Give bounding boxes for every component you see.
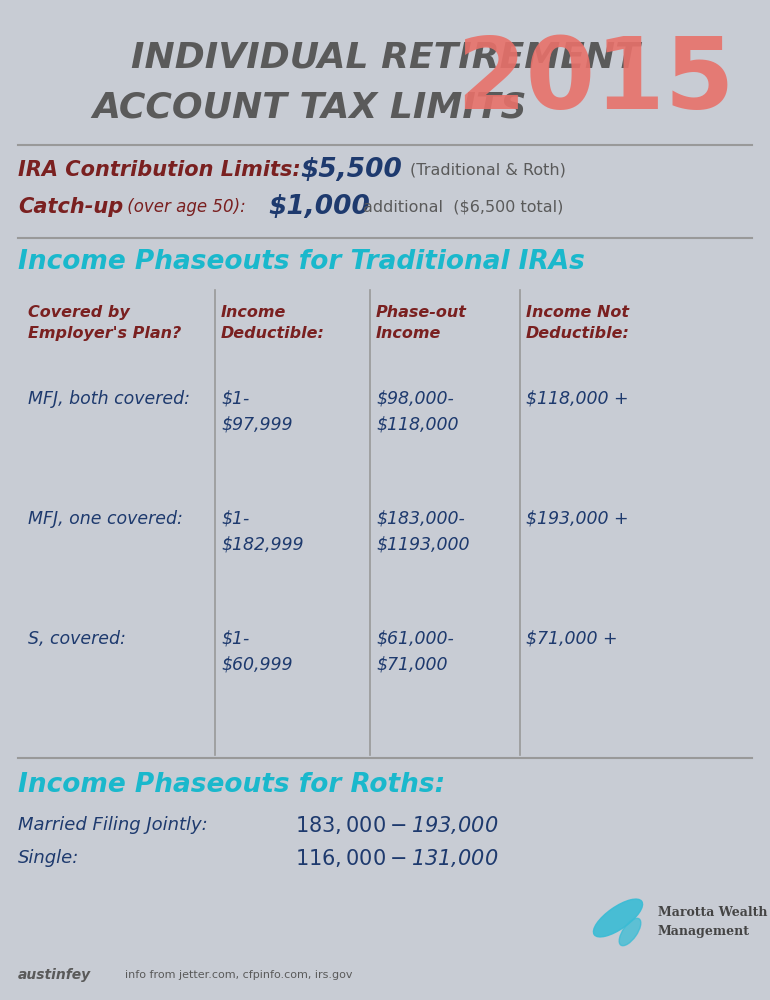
Text: $98,000-
$118,000: $98,000- $118,000 [376,390,458,433]
Text: $71,000 +: $71,000 + [526,630,618,648]
Text: (over age 50):: (over age 50): [122,198,246,216]
Text: Income
Deductible:: Income Deductible: [221,305,325,341]
Text: $1-
$97,999: $1- $97,999 [221,390,293,433]
Text: additional  ($6,500 total): additional ($6,500 total) [363,200,564,215]
Text: $5,500: $5,500 [300,157,402,183]
Text: $61,000-
$71,000: $61,000- $71,000 [376,630,454,673]
Text: (Traditional & Roth): (Traditional & Roth) [410,162,566,178]
Text: 2015: 2015 [457,33,735,130]
Text: MFJ, one covered:: MFJ, one covered: [28,510,183,528]
Text: austinfey: austinfey [18,968,91,982]
Text: Married Filing Jointly:: Married Filing Jointly: [18,816,208,834]
Text: Income Not
Deductible:: Income Not Deductible: [526,305,630,341]
Text: Single:: Single: [18,849,79,867]
Text: S, covered:: S, covered: [28,630,126,648]
Text: MFJ, both covered:: MFJ, both covered: [28,390,190,408]
Text: Management: Management [658,926,750,938]
Text: Income Phaseouts for Roths:: Income Phaseouts for Roths: [18,772,445,798]
Ellipse shape [619,918,641,946]
Text: info from jetter.com, cfpinfo.com, irs.gov: info from jetter.com, cfpinfo.com, irs.g… [125,970,353,980]
Text: $1-
$60,999: $1- $60,999 [221,630,293,673]
Text: $193,000 +: $193,000 + [526,510,628,528]
Text: IRA Contribution Limits:: IRA Contribution Limits: [18,160,301,180]
Text: ACCOUNT TAX LIMITS: ACCOUNT TAX LIMITS [92,91,527,125]
Ellipse shape [594,899,643,937]
Text: $183,000-$193,000: $183,000-$193,000 [295,814,498,836]
Text: Covered by
Employer's Plan?: Covered by Employer's Plan? [28,305,181,341]
Text: INDIVIDUAL RETIREMENT: INDIVIDUAL RETIREMENT [131,41,639,75]
Text: Catch-up: Catch-up [18,197,123,217]
Text: $1,000: $1,000 [268,194,370,220]
Text: Phase-out
Income: Phase-out Income [376,305,467,341]
Text: $183,000-
$1193,000: $183,000- $1193,000 [376,510,470,553]
Text: Income Phaseouts for Traditional IRAs: Income Phaseouts for Traditional IRAs [18,249,585,275]
Text: $1-
$182,999: $1- $182,999 [221,510,303,553]
Text: $118,000 +: $118,000 + [526,390,628,408]
Text: Marotta Wealth: Marotta Wealth [658,906,768,918]
Text: $116,000-$131,000: $116,000-$131,000 [295,847,498,869]
